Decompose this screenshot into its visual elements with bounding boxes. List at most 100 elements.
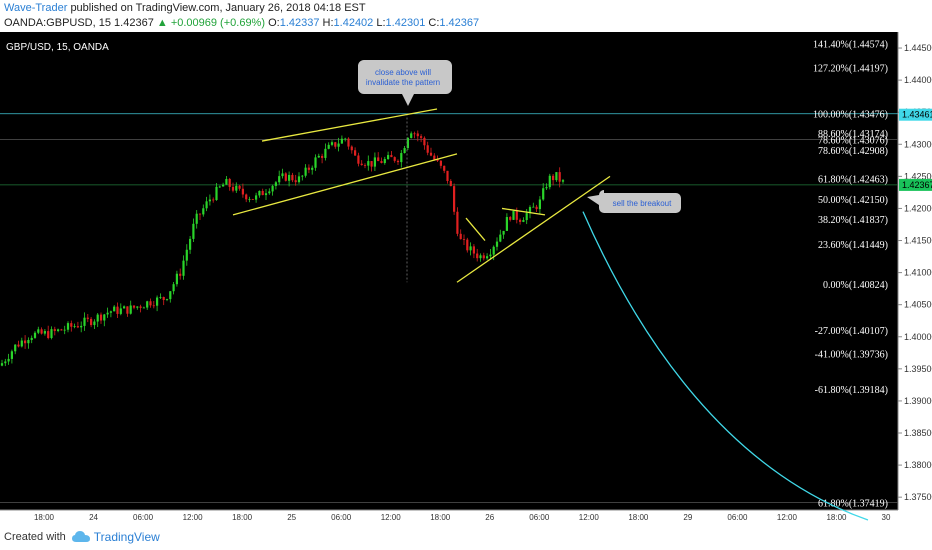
- candle-body: [149, 301, 152, 306]
- candle-down: [476, 248, 479, 262]
- candle-up: [172, 281, 175, 295]
- candle-down: [245, 193, 248, 203]
- candle-up: [80, 321, 83, 333]
- candle-body: [502, 230, 505, 235]
- candle-up: [103, 313, 106, 327]
- time-axis-panel: [0, 510, 932, 524]
- candle-body: [453, 186, 456, 212]
- candle-body: [377, 157, 380, 162]
- candle-down: [453, 183, 456, 215]
- candle-up: [156, 295, 159, 312]
- candle-up: [146, 300, 149, 310]
- candle-body: [113, 306, 116, 312]
- candle-down: [462, 234, 466, 245]
- candle-down: [558, 167, 561, 188]
- candle-body: [555, 172, 558, 181]
- candle-down: [423, 136, 426, 150]
- x-tick-label: 06:00: [133, 513, 154, 522]
- candle-body: [17, 344, 20, 347]
- candle-up: [512, 210, 515, 221]
- candle-body: [515, 210, 518, 220]
- high-value: 1.42402: [333, 17, 374, 29]
- candle-up: [268, 188, 271, 195]
- candle-body: [420, 136, 423, 138]
- candle-up: [271, 184, 274, 196]
- candle-body: [33, 332, 37, 338]
- candle-down: [261, 188, 264, 196]
- candle-body: [330, 142, 334, 145]
- x-tick-label: 12:00: [777, 513, 798, 522]
- candle-body: [96, 314, 99, 322]
- candle-body: [169, 291, 172, 300]
- candle-body: [324, 148, 327, 158]
- candle-body: [443, 165, 446, 171]
- candle-up: [344, 137, 347, 142]
- candle-body: [271, 185, 274, 192]
- candle-down: [413, 131, 416, 139]
- candle-down: [198, 213, 202, 221]
- y-tick-label: 1.41000: [904, 268, 932, 278]
- candle-up: [255, 192, 258, 203]
- x-tick-label: 12:00: [381, 513, 402, 522]
- candle-up: [499, 229, 502, 243]
- candle-body: [542, 188, 545, 200]
- candle-up: [495, 237, 499, 251]
- author-link[interactable]: Wave-Trader: [4, 2, 68, 14]
- candle-body: [129, 305, 132, 314]
- candle-body: [552, 175, 555, 181]
- x-tick-label: 26: [485, 513, 494, 522]
- candle-body: [363, 165, 367, 166]
- candle-body: [7, 358, 10, 362]
- candle-body: [241, 188, 244, 195]
- flag-upper-trendline: [261, 108, 438, 142]
- flag-lower-trendline: [232, 153, 458, 216]
- candle-body: [288, 174, 291, 181]
- candle-body: [311, 167, 314, 170]
- tradingview-logo[interactable]: TradingView: [71, 530, 160, 544]
- candle-up: [367, 155, 370, 171]
- close-label: C:: [428, 17, 440, 29]
- candle-body: [482, 255, 485, 259]
- current-price-tag: [899, 178, 932, 191]
- price-chart[interactable]: GBP/USD, 15, OANDA1.445001.440001.435001…: [0, 32, 932, 524]
- candle-body: [0, 363, 4, 366]
- x-tick-label: 12:00: [579, 513, 600, 522]
- candle-down: [449, 179, 452, 187]
- x-tick-label: 12:00: [183, 513, 204, 522]
- candle-down: [162, 296, 165, 306]
- wedge-upper-trendline: [501, 207, 546, 216]
- candle-up: [406, 137, 409, 150]
- candle-down: [334, 141, 337, 149]
- candle-body: [472, 246, 475, 254]
- candle-up: [136, 306, 139, 310]
- candle-body: [185, 249, 188, 261]
- y-tick-label: 1.37500: [904, 492, 932, 502]
- candle-down: [152, 301, 155, 309]
- candle-body: [284, 173, 287, 181]
- candle-up: [66, 321, 70, 333]
- annotation-text-invalidate-line2: invalidate the pattern: [366, 78, 440, 87]
- candle-up: [281, 168, 284, 179]
- candle-body: [43, 331, 46, 334]
- candle-body: [278, 176, 281, 183]
- candle-body: [321, 155, 324, 158]
- candle-up: [561, 178, 565, 184]
- candle-down: [466, 237, 469, 253]
- candle-body: [492, 246, 495, 255]
- candle-up: [479, 253, 482, 262]
- candle-body: [10, 351, 13, 359]
- y-tick-label: 1.43000: [904, 139, 932, 149]
- fib-level-label: 38.20%(1.41837): [818, 215, 888, 226]
- candle-body: [255, 195, 258, 200]
- candle-body: [90, 318, 93, 326]
- candle-body: [86, 317, 89, 319]
- candle-body: [182, 260, 185, 276]
- candle-up: [129, 300, 132, 315]
- candle-body: [258, 190, 261, 196]
- y-tick-label: 1.44500: [904, 43, 932, 53]
- candles-group: [0, 130, 565, 367]
- annotation-text-sell: sell the breakout: [613, 199, 672, 208]
- candle-body: [172, 284, 175, 292]
- candle-down: [284, 172, 287, 182]
- candle-down: [179, 268, 182, 280]
